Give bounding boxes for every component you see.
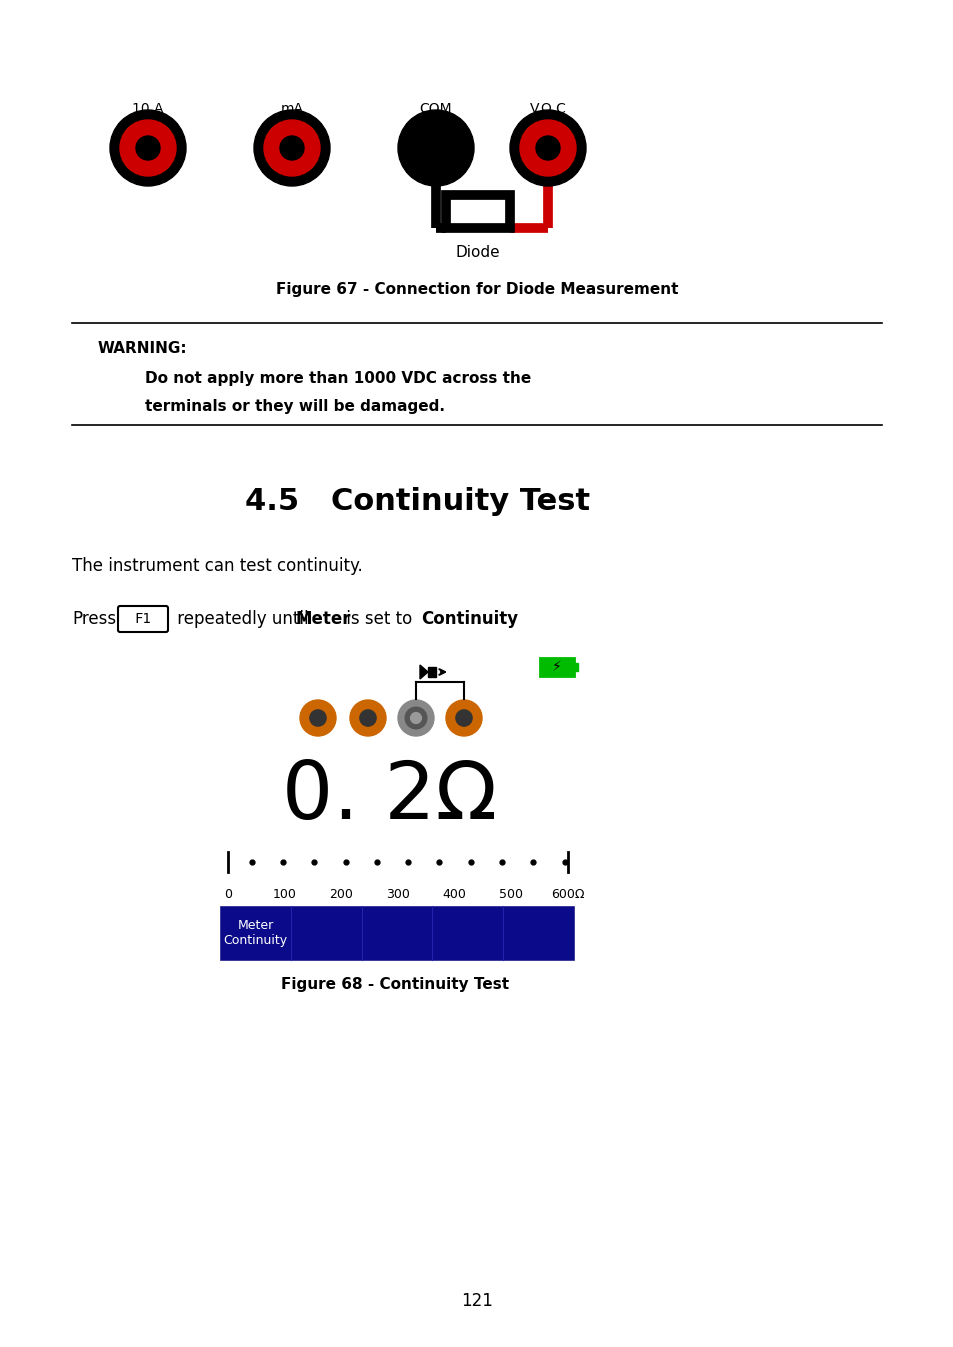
- Text: COM: COM: [419, 102, 452, 116]
- Circle shape: [397, 700, 434, 735]
- Text: Meter: Meter: [295, 610, 351, 628]
- Text: 121: 121: [460, 1292, 493, 1311]
- Text: Meter
Continuity: Meter Continuity: [223, 919, 287, 947]
- Circle shape: [310, 710, 326, 726]
- Circle shape: [359, 710, 375, 726]
- Circle shape: [350, 700, 386, 735]
- Circle shape: [136, 136, 160, 160]
- Text: repeatedly until: repeatedly until: [172, 610, 314, 628]
- Circle shape: [510, 110, 585, 186]
- Text: The instrument can test continuity.: The instrument can test continuity.: [71, 558, 362, 575]
- Text: ⚡: ⚡: [552, 660, 561, 674]
- Text: is set to: is set to: [340, 610, 417, 628]
- Circle shape: [446, 700, 481, 735]
- Text: 400: 400: [442, 888, 466, 901]
- Text: Do not apply more than 1000 VDC across the: Do not apply more than 1000 VDC across t…: [145, 370, 531, 387]
- Bar: [446, 195, 510, 228]
- Circle shape: [299, 700, 335, 735]
- Text: 0: 0: [224, 888, 232, 901]
- Bar: [220, 907, 574, 960]
- Bar: [539, 657, 574, 676]
- Circle shape: [280, 136, 304, 160]
- Circle shape: [519, 120, 576, 176]
- Text: 100: 100: [273, 888, 296, 901]
- Circle shape: [253, 110, 330, 186]
- Circle shape: [397, 110, 474, 186]
- Circle shape: [264, 120, 319, 176]
- Text: 10 A: 10 A: [132, 102, 164, 116]
- Text: terminals or they will be damaged.: terminals or they will be damaged.: [145, 399, 444, 414]
- Text: WARNING:: WARNING:: [98, 341, 188, 356]
- Text: 200: 200: [329, 888, 353, 901]
- Text: 600Ω: 600Ω: [551, 888, 584, 901]
- Polygon shape: [419, 665, 428, 679]
- Text: F1: F1: [134, 612, 152, 626]
- FancyBboxPatch shape: [118, 606, 168, 632]
- Circle shape: [456, 710, 472, 726]
- Text: Press: Press: [71, 610, 116, 628]
- Text: mA: mA: [280, 102, 303, 116]
- Circle shape: [405, 707, 426, 729]
- Circle shape: [110, 110, 186, 186]
- Bar: [574, 664, 578, 671]
- Bar: [428, 667, 436, 678]
- Text: V.Ω.C: V.Ω.C: [529, 102, 566, 116]
- Text: 300: 300: [386, 888, 410, 901]
- Circle shape: [423, 136, 448, 160]
- Text: Figure 68 - Continuity Test: Figure 68 - Continuity Test: [280, 977, 509, 991]
- Text: .: .: [500, 610, 506, 628]
- Text: 4.5   Continuity Test: 4.5 Continuity Test: [245, 488, 590, 516]
- Text: 0. 2Ω: 0. 2Ω: [282, 758, 497, 836]
- Circle shape: [120, 120, 175, 176]
- Circle shape: [536, 136, 559, 160]
- Text: Diode: Diode: [456, 245, 499, 260]
- Text: 500: 500: [498, 888, 523, 901]
- Text: Continuity: Continuity: [420, 610, 517, 628]
- Text: Figure 67 - Connection for Diode Measurement: Figure 67 - Connection for Diode Measure…: [275, 282, 678, 296]
- Circle shape: [410, 713, 421, 723]
- Circle shape: [408, 120, 463, 176]
